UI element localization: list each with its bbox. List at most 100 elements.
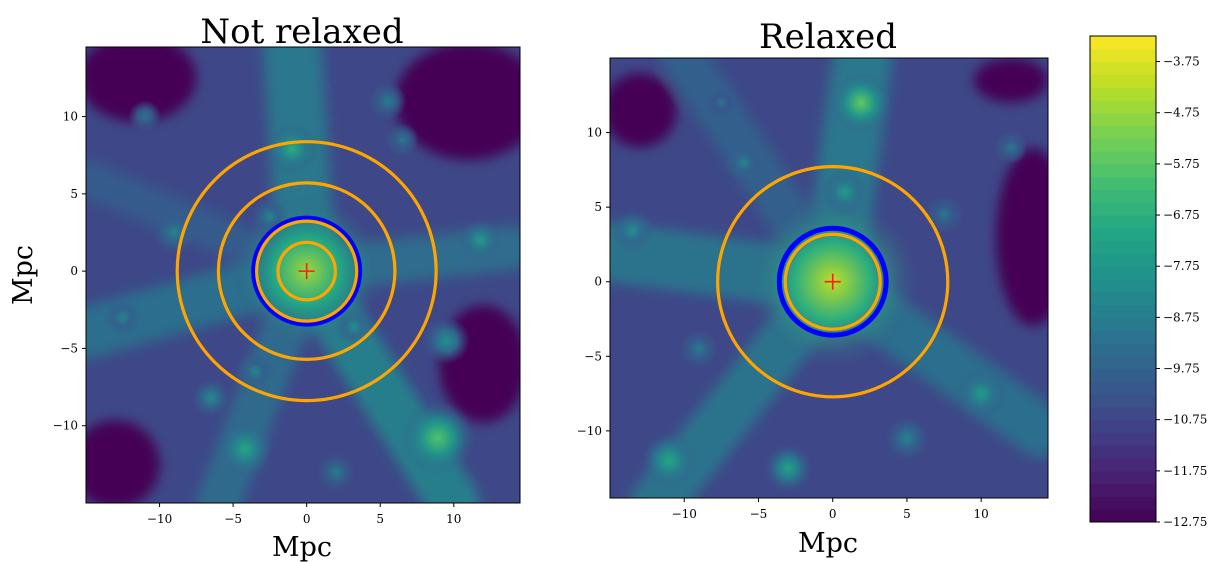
orange-aperture-circle — [276, 240, 337, 302]
colorbar-band — [1090, 138, 1156, 152]
y-tick-label: −5 — [584, 349, 602, 363]
colorbar-band — [1090, 253, 1156, 267]
density-peak — [236, 352, 275, 391]
plot-frame — [609, 57, 1049, 499]
colorbar-tick-label: −10.75 — [1163, 413, 1207, 427]
density-peak — [640, 432, 698, 490]
heatmap-plot-area — [85, 46, 521, 504]
colorbar-band — [1090, 74, 1156, 88]
plot-frame — [85, 46, 521, 504]
y-tick-label: −10 — [53, 419, 78, 433]
colorbar-tick-label: −3.75 — [1163, 55, 1200, 69]
x-tick-label: 5 — [903, 507, 911, 521]
colorbar-tick-label: −6.75 — [1163, 208, 1200, 222]
y-axis: −10 −5 0 5 10 — [577, 126, 610, 438]
orange-aperture-circle — [716, 165, 950, 399]
panel-relaxed: Relaxed Mpc −10 −5 0 5 10 −10 −5 0 5 10 — [577, 17, 1049, 559]
density-peak — [399, 400, 476, 476]
colorbar-tick-label: −8.75 — [1163, 310, 1200, 324]
colorbar-band — [1090, 470, 1156, 485]
void-region — [86, 47, 197, 123]
density-peak — [459, 219, 502, 262]
colorbar-band — [1090, 458, 1156, 472]
center-marker — [298, 263, 315, 280]
colorbar-band — [1090, 279, 1156, 293]
x-tick-label: 0 — [303, 512, 311, 526]
x-tick-label: −5 — [224, 512, 242, 526]
density-peak — [153, 211, 196, 254]
colorbar-band — [1090, 355, 1156, 370]
colorbar-band — [1090, 432, 1156, 446]
colorbar-band — [1090, 240, 1156, 254]
colorbar-band — [1090, 406, 1156, 421]
density-peak — [885, 416, 929, 460]
panel-not-relaxed: Not relaxed Mpc Mpc −10 −5 0 5 10 −10 −5 0 5 10 — [8, 12, 521, 562]
x-tick-label: 10 — [446, 512, 461, 526]
x-axis: −10 −5 0 5 10 — [672, 498, 989, 521]
colorbar-band — [1090, 36, 1156, 50]
density-peak — [422, 317, 470, 365]
colorbar-tick-label: −7.75 — [1163, 259, 1200, 273]
colorbar-band — [1090, 176, 1156, 190]
density-peak — [724, 143, 763, 182]
colorbar-band — [1090, 342, 1156, 357]
x-tick-label: −5 — [750, 507, 768, 521]
density-peak — [334, 307, 373, 346]
colorbar-band — [1090, 394, 1156, 408]
void-region — [996, 147, 1048, 327]
colorbar-band — [1090, 509, 1156, 523]
orange-aperture-circle — [783, 232, 882, 331]
colorbar-tick-label: −4.75 — [1163, 106, 1200, 120]
blue-aperture-circle — [776, 225, 889, 338]
y-axis-label: Mpc — [8, 245, 39, 305]
density-peak — [925, 195, 964, 234]
orange-aperture-circle — [175, 140, 438, 403]
density-peak — [103, 298, 142, 337]
colorbar-band — [1090, 48, 1156, 63]
colorbar-band — [1090, 330, 1156, 344]
colorbar-frame — [1089, 35, 1157, 523]
density-peak — [368, 82, 407, 120]
density-peak — [830, 71, 892, 134]
colorbar-band — [1090, 368, 1156, 382]
void-region — [973, 58, 1048, 103]
void-region — [86, 420, 160, 503]
y-tick-label: 10 — [63, 110, 78, 124]
colorbar-band — [1090, 496, 1156, 510]
colorbar: −3.75 −4.75 −5.75 −6.75 −7.75 −8.75 −9.75 −10.7… — [1089, 35, 1207, 529]
orange-aperture-circle — [255, 219, 359, 323]
colorbar-band — [1090, 202, 1156, 216]
density-peak — [955, 367, 1008, 420]
y-tick-label: 5 — [594, 200, 602, 214]
colorbar-band — [1090, 189, 1156, 203]
y-tick-label: −5 — [60, 341, 78, 355]
colorbar-band — [1090, 87, 1156, 101]
x-axis: −10 −5 0 5 10 — [147, 503, 461, 526]
colorbar-band — [1090, 163, 1156, 178]
colorbar-band — [1090, 112, 1156, 127]
void-region — [394, 47, 520, 160]
colorbar-band — [1090, 381, 1156, 395]
colorbar-tick-label: −11.75 — [1163, 464, 1207, 478]
colorbar-band — [1090, 483, 1156, 497]
colorbar-band — [1090, 61, 1156, 75]
heatmap-plot-area — [609, 57, 1049, 499]
colorbar-band — [1090, 419, 1156, 433]
density-peak — [385, 123, 419, 157]
density-peak — [266, 123, 318, 175]
colorbar-tick-label: −12.75 — [1163, 515, 1207, 529]
colorbar-tick-label: −5.75 — [1163, 157, 1200, 171]
density-peak — [216, 420, 274, 478]
density-peak — [994, 130, 1028, 165]
y-tick-label: 0 — [70, 264, 78, 278]
panel-title: Not relaxed — [200, 12, 403, 52]
x-tick-label: −10 — [672, 507, 697, 521]
colorbar-band — [1090, 304, 1156, 318]
colorbar-band — [1090, 445, 1156, 459]
colorbar-band — [1090, 266, 1156, 280]
colorbar-band — [1090, 125, 1156, 139]
y-tick-label: 5 — [70, 187, 78, 201]
blue-aperture-circle — [251, 215, 363, 327]
colorbar-band — [1090, 227, 1156, 242]
